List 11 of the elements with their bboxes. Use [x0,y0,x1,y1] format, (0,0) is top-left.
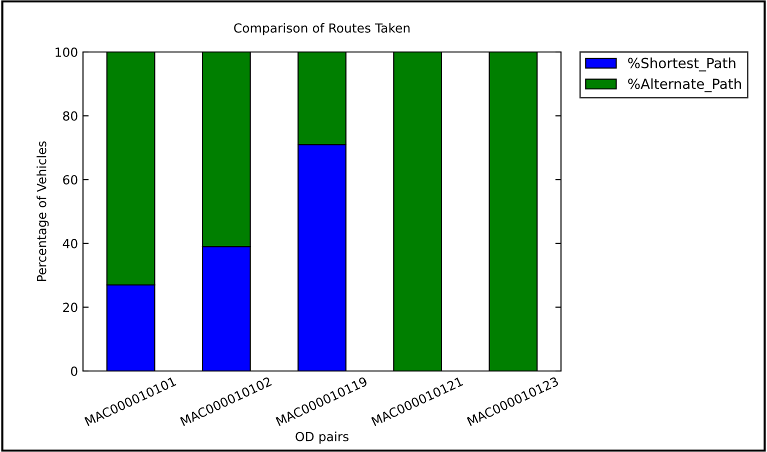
legend-label: %Alternate_Path [628,78,741,92]
y-axis-title: Percentage of Vehicles [36,141,49,282]
chart-title: Comparison of Routes Taken [234,23,410,36]
y-tick-label: 80 [63,111,78,121]
y-tick-label: 60 [63,175,78,185]
y-tick-label: 40 [62,238,78,248]
y-tick-label: 20 [63,302,78,312]
legend-label: %Shortest_Path [628,58,736,72]
y-tick-label: 100 [56,47,78,57]
x-axis-title: OD pairs [296,432,348,444]
y-tick-label: 0 [71,366,78,376]
